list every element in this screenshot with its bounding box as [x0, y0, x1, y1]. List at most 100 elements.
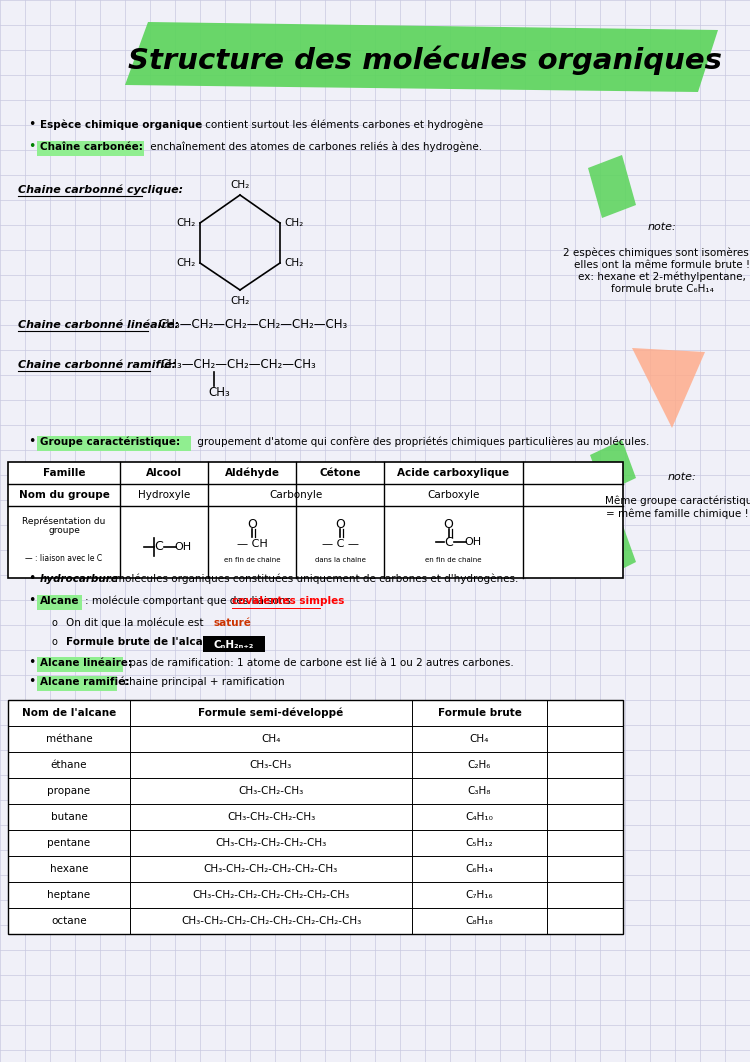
FancyBboxPatch shape	[8, 700, 623, 933]
Text: CH₂: CH₂	[284, 258, 304, 268]
Text: — C —: — C —	[322, 539, 358, 549]
Text: : contient surtout les éléments carbones et hydrogène: : contient surtout les éléments carbones…	[195, 120, 483, 130]
Polygon shape	[632, 348, 705, 428]
Text: dans la chaine: dans la chaine	[314, 556, 365, 563]
Text: Chaîne carbonée:: Chaîne carbonée:	[40, 142, 142, 152]
Text: CH₂: CH₂	[230, 179, 250, 190]
Text: •: •	[28, 118, 35, 131]
Text: CₙH₂ₙ₊₂: CₙH₂ₙ₊₂	[214, 640, 254, 650]
FancyBboxPatch shape	[203, 636, 265, 652]
Text: note:: note:	[647, 222, 676, 232]
Text: C₇H₁₆: C₇H₁₆	[466, 890, 494, 900]
FancyBboxPatch shape	[37, 657, 123, 672]
Text: o: o	[52, 637, 58, 647]
Text: C₅H₁₂: C₅H₁₂	[466, 838, 494, 847]
Text: CH₂: CH₂	[176, 218, 196, 228]
Text: : molécules organiques constituées uniquement de carbones et d'hydrogènes.: : molécules organiques constituées uniqu…	[108, 573, 518, 584]
Text: On dit que la molécule est: On dit que la molécule est	[66, 617, 207, 628]
Text: CH₄: CH₄	[261, 734, 280, 744]
Text: Même groupe caractéristique
= même famille chimique !!!: Même groupe caractéristique = même famil…	[605, 496, 750, 518]
Text: groupement d'atome qui confère des propriétés chimiques particulières au molécul: groupement d'atome qui confère des propr…	[194, 436, 650, 447]
Text: méthane: méthane	[46, 734, 92, 744]
Text: C₂H₆: C₂H₆	[468, 760, 491, 770]
Text: CH₂: CH₂	[230, 296, 250, 306]
Text: pentane: pentane	[47, 838, 91, 847]
Text: Famille: Famille	[43, 468, 86, 478]
Text: Nom du groupe: Nom du groupe	[19, 490, 110, 500]
Text: pas de ramification: 1 atome de carbone est lié à 1 ou 2 autres carbones.: pas de ramification: 1 atome de carbone …	[126, 657, 514, 668]
FancyBboxPatch shape	[37, 436, 191, 451]
Text: •: •	[28, 140, 35, 153]
Text: CH₃-CH₂-CH₂-CH₂-CH₂-CH₂-CH₃: CH₃-CH₂-CH₂-CH₂-CH₂-CH₂-CH₃	[192, 890, 350, 900]
Text: Représentation du: Représentation du	[22, 516, 106, 526]
Polygon shape	[588, 155, 636, 218]
Text: Structure des molécules organiques: Structure des molécules organiques	[128, 46, 722, 74]
Text: Nom de l'alcane: Nom de l'alcane	[22, 708, 116, 718]
Text: •: •	[28, 572, 35, 585]
Text: Formule brute: Formule brute	[437, 708, 521, 718]
FancyBboxPatch shape	[37, 595, 82, 610]
Text: saturé: saturé	[214, 618, 252, 628]
Text: hexane: hexane	[50, 864, 88, 874]
Text: •: •	[28, 656, 35, 669]
FancyBboxPatch shape	[8, 462, 623, 578]
Text: •: •	[28, 675, 35, 688]
Text: Alcane linéaire:: Alcane linéaire:	[40, 658, 132, 668]
Text: C₆H₁₄: C₆H₁₄	[466, 864, 494, 874]
Text: Groupe caractéristique:: Groupe caractéristique:	[40, 436, 180, 447]
Text: octane: octane	[51, 917, 87, 926]
Text: CH₃—CH₂—CH₂—CH₂—CH₃: CH₃—CH₂—CH₂—CH₂—CH₃	[160, 358, 316, 371]
Text: Alcool: Alcool	[146, 468, 182, 478]
Text: Formule semi-développé: Formule semi-développé	[198, 707, 344, 718]
Text: Carboxyle: Carboxyle	[427, 490, 480, 500]
Text: heptane: heptane	[47, 890, 91, 900]
Text: covalentes simples: covalentes simples	[232, 596, 344, 606]
Text: CH₃-CH₂-CH₂-CH₃: CH₃-CH₂-CH₂-CH₃	[226, 812, 315, 822]
Text: butane: butane	[51, 812, 87, 822]
Text: groupe: groupe	[48, 526, 80, 535]
Text: O: O	[335, 517, 345, 531]
Text: en fin de chaine: en fin de chaine	[224, 556, 280, 563]
Text: CH₂: CH₂	[176, 258, 196, 268]
Text: éthane: éthane	[51, 760, 87, 770]
Text: C: C	[154, 541, 164, 553]
Text: Alcane ramifié:: Alcane ramifié:	[40, 676, 129, 687]
Polygon shape	[125, 22, 718, 92]
Text: C: C	[444, 535, 453, 548]
Text: chaine principal + ramification: chaine principal + ramification	[120, 676, 285, 687]
Polygon shape	[590, 440, 636, 493]
Text: — : liaison avec le C: — : liaison avec le C	[26, 554, 103, 563]
Text: CH₃-CH₂-CH₂-CH₂-CH₃: CH₃-CH₂-CH₂-CH₂-CH₃	[215, 838, 327, 847]
Text: OH: OH	[175, 542, 191, 552]
Text: en fin de chaine: en fin de chaine	[425, 556, 482, 563]
Text: CH₃—CH₂—CH₂—CH₂—CH₂—CH₃: CH₃—CH₂—CH₂—CH₂—CH₂—CH₃	[158, 318, 347, 331]
Text: CH₃-CH₃: CH₃-CH₃	[250, 760, 292, 770]
Text: CH₂: CH₂	[284, 218, 304, 228]
Text: C₈H₁₈: C₈H₁₈	[466, 917, 494, 926]
Text: Alcane: Alcane	[40, 596, 80, 606]
Text: 2 espèces chimiques sont isomères si
elles ont la même formule brute !
ex: hexan: 2 espèces chimiques sont isomères si ell…	[563, 249, 750, 294]
Text: CH₃: CH₃	[208, 386, 230, 399]
Text: CH₄: CH₄	[470, 734, 489, 744]
Text: Chaine carbonné linéaire:: Chaine carbonné linéaire:	[18, 320, 179, 330]
Text: OH: OH	[464, 537, 481, 547]
Text: Chaine carbonné cyclique:: Chaine carbonné cyclique:	[18, 185, 183, 195]
Text: propane: propane	[47, 786, 91, 796]
Text: •: •	[28, 435, 35, 448]
Text: O: O	[443, 517, 454, 531]
Text: O: O	[247, 517, 257, 531]
Text: Acide carboxylique: Acide carboxylique	[398, 468, 509, 478]
FancyBboxPatch shape	[37, 676, 117, 691]
Text: Chaine carbonné ramifié:: Chaine carbonné ramifié:	[18, 360, 176, 370]
Text: CH₃-CH₂-CH₂-CH₂-CH₂-CH₃: CH₃-CH₂-CH₂-CH₂-CH₂-CH₃	[204, 864, 338, 874]
Text: Carbonyle: Carbonyle	[269, 490, 322, 500]
Text: : molécule comportant que des liaisons: : molécule comportant que des liaisons	[85, 596, 294, 606]
Polygon shape	[592, 523, 636, 577]
Text: Hydroxyle: Hydroxyle	[138, 490, 190, 500]
Text: enchaînement des atomes de carbones reliés à des hydrogène.: enchaînement des atomes de carbones reli…	[147, 141, 482, 152]
Text: note:: note:	[668, 472, 696, 482]
Text: CH₃-CH₂-CH₂-CH₂-CH₂-CH₂-CH₂-CH₃: CH₃-CH₂-CH₂-CH₂-CH₂-CH₂-CH₂-CH₃	[181, 917, 362, 926]
Text: Aldéhyde: Aldéhyde	[224, 467, 280, 478]
Text: C₃H₈: C₃H₈	[468, 786, 491, 796]
Text: o: o	[52, 618, 58, 628]
